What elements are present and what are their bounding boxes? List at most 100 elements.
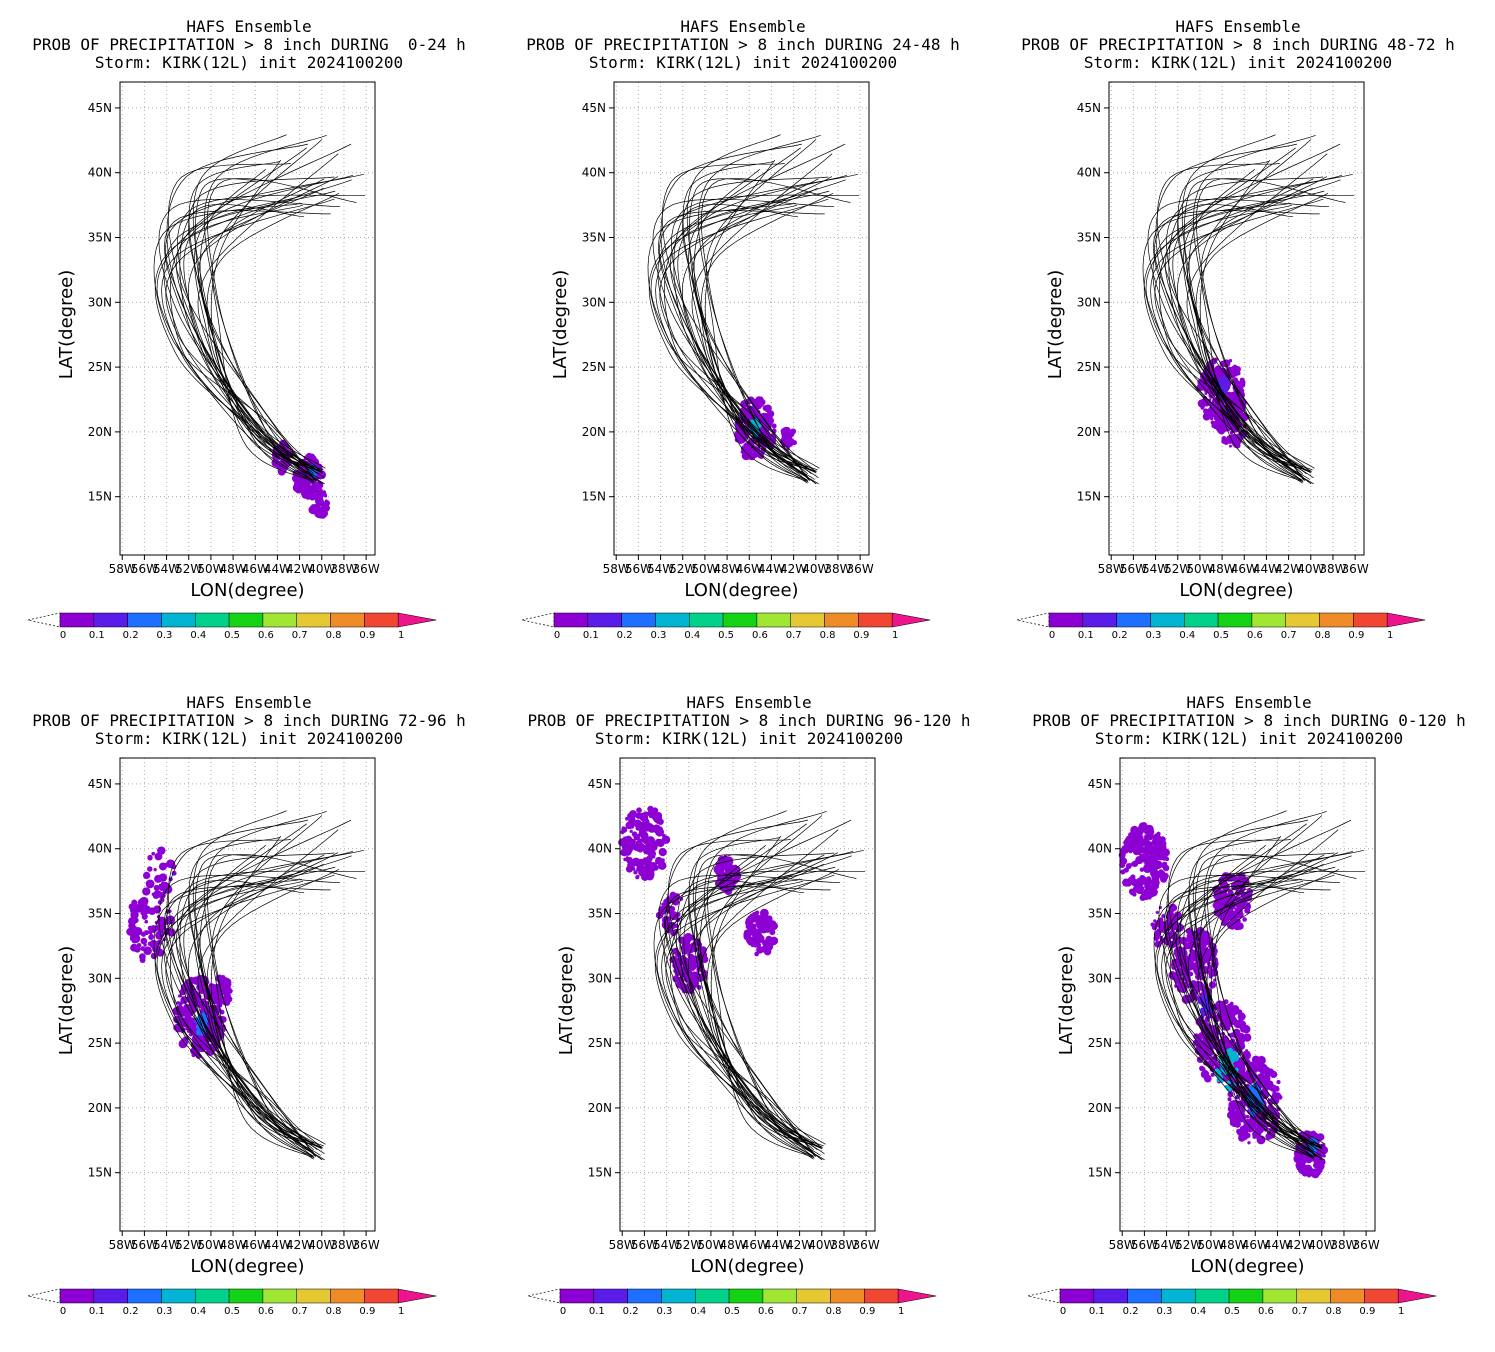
panel-title-line3: Storm: KIRK(12L) init 2024100200 bbox=[594, 729, 904, 748]
precip-cell bbox=[1162, 872, 1169, 880]
colorbar-label: 0.9 bbox=[859, 1306, 875, 1317]
precip-cell bbox=[743, 933, 751, 941]
precip-cell bbox=[673, 923, 679, 928]
colorbar-segment bbox=[655, 612, 690, 628]
lat-tick-label: 25N bbox=[582, 360, 606, 374]
precip-cell bbox=[645, 839, 654, 848]
precip-cell bbox=[1147, 841, 1154, 847]
track-line bbox=[158, 874, 341, 1145]
colorbar-segment bbox=[661, 1288, 696, 1304]
lat-tick-label: 25N bbox=[1077, 360, 1101, 374]
colorbar-label: 1 bbox=[1387, 630, 1393, 641]
colorbar-segment bbox=[1048, 612, 1084, 628]
precip-cell bbox=[1132, 848, 1140, 856]
precip-cell bbox=[159, 919, 163, 923]
colorbar-segment bbox=[1364, 1288, 1399, 1304]
precip-cell bbox=[1145, 845, 1150, 850]
lat-tick-label: 15N bbox=[588, 1166, 612, 1180]
colorbar-segment bbox=[695, 1288, 730, 1304]
precip-cell bbox=[223, 989, 231, 998]
lat-tick-label: 35N bbox=[1077, 231, 1101, 245]
lat-tick-label: 20N bbox=[1088, 1101, 1112, 1115]
precip-cell bbox=[185, 1022, 194, 1031]
panel-title-line1: HAFS Ensemble bbox=[686, 693, 812, 712]
track-line bbox=[164, 210, 331, 479]
chart-panel-2: HAFS Ensemble PROB OF PRECIPITATION > 8 i… bbox=[494, 0, 992, 676]
precip-cell bbox=[636, 807, 642, 814]
colorbar-segment bbox=[1127, 1288, 1162, 1304]
precip-cell bbox=[636, 874, 640, 879]
lon-tick-label: 40W bbox=[1297, 562, 1324, 576]
colorbar-segment bbox=[559, 1288, 595, 1304]
colorbar-label: 0.8 bbox=[820, 630, 836, 641]
track-line bbox=[647, 202, 809, 481]
precip-cell bbox=[314, 482, 321, 489]
precip-cell bbox=[701, 955, 709, 964]
track-line bbox=[648, 179, 846, 485]
y-axis-title: LAT(degree) bbox=[550, 270, 571, 379]
precip-cell bbox=[1228, 359, 1233, 363]
colorbar-segment bbox=[1330, 1288, 1365, 1304]
track-line bbox=[197, 153, 339, 471]
track-line bbox=[1192, 810, 1324, 1147]
lon-tick-label: 40W bbox=[308, 1238, 335, 1252]
precip-cell bbox=[158, 862, 167, 871]
precip-cell bbox=[274, 462, 281, 468]
precip-cell bbox=[1183, 944, 1189, 949]
colorbar-segment bbox=[59, 1288, 95, 1304]
precip-cell bbox=[1147, 895, 1152, 900]
colorbar-label: 0 bbox=[1060, 1306, 1066, 1317]
lon-tick-label: 38W bbox=[1319, 562, 1346, 576]
precip-cell bbox=[771, 423, 777, 429]
precip-cell bbox=[746, 443, 756, 453]
colorbar-label: 0.1 bbox=[89, 630, 105, 641]
precip-cell bbox=[1139, 835, 1144, 840]
lat-tick-label: 15N bbox=[1077, 490, 1101, 504]
track-line bbox=[1166, 194, 1355, 472]
precip-cell bbox=[319, 509, 329, 518]
precip-cell bbox=[137, 899, 145, 907]
track-line bbox=[1188, 836, 1314, 1158]
precip-cell bbox=[784, 432, 789, 437]
precip-cell bbox=[1214, 365, 1222, 373]
colorbar-label: 1 bbox=[398, 1306, 404, 1317]
precip-cell bbox=[1161, 914, 1166, 918]
lon-tick-label: 36W bbox=[353, 562, 380, 576]
precip-cell bbox=[1233, 364, 1237, 369]
precip-cell bbox=[627, 812, 634, 819]
lon-tick-label: 36W bbox=[853, 1238, 880, 1252]
lat-tick-label: 45N bbox=[88, 101, 112, 115]
precip-core-cell bbox=[1227, 1047, 1233, 1053]
colorbar-label: 0.9 bbox=[1348, 630, 1364, 641]
precip-cell bbox=[1269, 1084, 1278, 1092]
track-line bbox=[1165, 143, 1341, 481]
lon-tick-label: 58W bbox=[1109, 1238, 1136, 1252]
colorbar-label: 0.9 bbox=[1359, 1306, 1375, 1317]
colorbar-label: 0.3 bbox=[157, 630, 173, 641]
precip-cell bbox=[1212, 901, 1220, 909]
precip-cell bbox=[219, 1009, 225, 1015]
lon-tick-label: 52W bbox=[175, 1238, 202, 1252]
precip-cell bbox=[318, 506, 322, 511]
precip-cell bbox=[1144, 834, 1150, 840]
lon-tick-label: 42W bbox=[286, 562, 313, 576]
precip-cell bbox=[621, 843, 628, 850]
panel-title-line2: PROB OF PRECIPITATION > 8 inch DURING 24… bbox=[526, 35, 960, 54]
precip-cell bbox=[785, 436, 792, 442]
track-line bbox=[687, 852, 839, 1147]
precip-cell bbox=[786, 443, 790, 447]
y-axis-title: LAT(degree) bbox=[1056, 946, 1077, 1055]
colorbar-under-triangle bbox=[27, 612, 61, 628]
track-line bbox=[1177, 176, 1324, 474]
panel-title-line2: PROB OF PRECIPITATION > 8 inch DURING 0-… bbox=[32, 35, 466, 54]
track-line bbox=[1181, 134, 1313, 471]
lat-tick-label: 45N bbox=[1077, 101, 1101, 115]
track-line bbox=[1187, 852, 1339, 1147]
x-axis-title: LON(degree) bbox=[684, 580, 798, 601]
precip-cell bbox=[1236, 1033, 1246, 1042]
precip-cell bbox=[782, 429, 787, 434]
x-axis-title: LON(degree) bbox=[1179, 580, 1293, 601]
lon-tick-label: 38W bbox=[330, 562, 357, 576]
chart-panel-3: HAFS Ensemble PROB OF PRECIPITATION > 8 i… bbox=[989, 0, 1487, 676]
track-line bbox=[199, 169, 319, 470]
